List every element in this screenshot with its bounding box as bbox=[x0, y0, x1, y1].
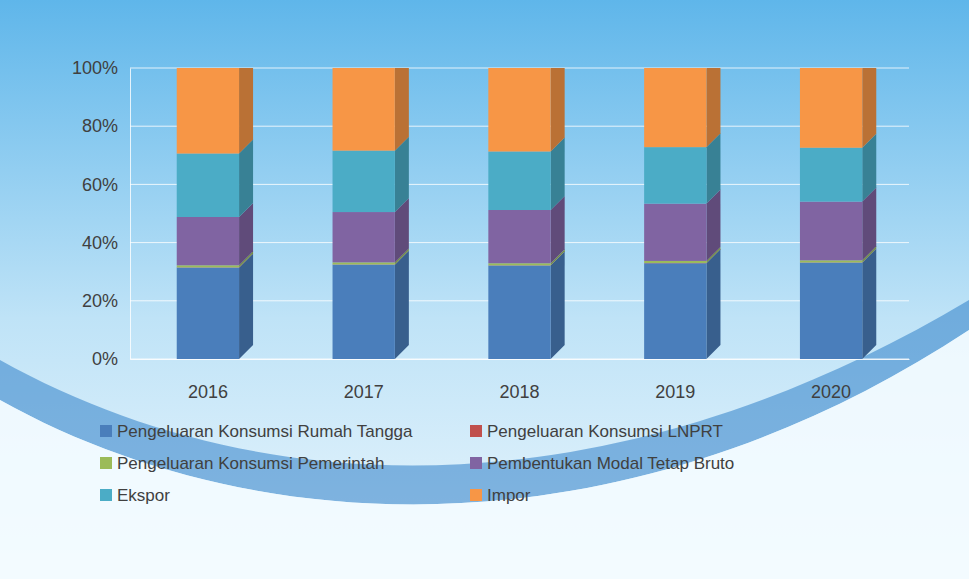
y-tick-label: 0% bbox=[92, 349, 118, 369]
legend-label: Ekspor bbox=[117, 486, 170, 505]
bar-side bbox=[551, 68, 565, 152]
background bbox=[0, 0, 969, 579]
x-tick: 2016 bbox=[188, 359, 228, 402]
bar-side bbox=[706, 249, 720, 359]
y-tick-label: 60% bbox=[82, 175, 118, 195]
bar bbox=[644, 261, 706, 263]
bar-side bbox=[395, 68, 409, 151]
y-axis: 0% 20% 40% 60% 80% 100% bbox=[72, 58, 131, 369]
y-tick: 20% bbox=[82, 291, 130, 311]
bar bbox=[644, 147, 706, 203]
bar bbox=[488, 263, 550, 265]
x-tick: 2020 bbox=[811, 359, 851, 402]
bar bbox=[488, 152, 550, 210]
y-tick-label: 100% bbox=[72, 58, 118, 78]
bar bbox=[644, 263, 706, 359]
legend-swatch bbox=[470, 489, 482, 501]
legend-label: Pengeluaran Konsumsi Rumah Tangga bbox=[117, 422, 413, 441]
x-axis: 2016 2017 2018 2019 2020 bbox=[131, 359, 910, 402]
chart: 0% 20% 40% 60% 80% 100% 2016 2017 2018 2019 2020 Pe… bbox=[0, 0, 969, 579]
y-tick-label: 40% bbox=[82, 233, 118, 253]
legend-item: Impor bbox=[470, 486, 531, 505]
y-tick: 0% bbox=[92, 349, 130, 369]
bar-side bbox=[395, 251, 409, 359]
y-tick: 80% bbox=[82, 116, 130, 136]
bar bbox=[177, 217, 239, 265]
bar-side bbox=[862, 68, 876, 148]
bar bbox=[333, 262, 395, 264]
x-tick-label: 2020 bbox=[811, 382, 851, 402]
bar bbox=[333, 68, 395, 151]
x-tick-label: 2019 bbox=[655, 382, 695, 402]
bar bbox=[177, 154, 239, 217]
bar bbox=[488, 210, 550, 263]
series bbox=[177, 68, 877, 154]
legend-item: Ekspor bbox=[100, 486, 170, 505]
legend-item: Pengeluaran Konsumsi Rumah Tangga bbox=[100, 422, 413, 441]
x-tick-label: 2017 bbox=[344, 382, 384, 402]
bar-side bbox=[239, 68, 253, 154]
legend-item: Pengeluaran Konsumsi Pemerintah bbox=[100, 454, 384, 473]
bar bbox=[177, 68, 239, 154]
y-tick: 40% bbox=[82, 233, 130, 253]
legend-label: Pengeluaran Konsumsi LNPRT bbox=[487, 422, 723, 441]
legend-label: Pengeluaran Konsumsi Pemerintah bbox=[117, 454, 384, 473]
bar bbox=[333, 151, 395, 212]
x-tick: 2019 bbox=[655, 359, 695, 402]
bar bbox=[488, 68, 550, 152]
legend-swatch bbox=[100, 489, 112, 501]
bar bbox=[644, 204, 706, 261]
bar bbox=[488, 266, 550, 359]
bar bbox=[177, 268, 239, 359]
y-tick-label: 20% bbox=[82, 291, 118, 311]
bar bbox=[800, 263, 862, 359]
y-tick: 100% bbox=[72, 58, 130, 78]
plot: 0% 20% 40% 60% 80% 100% 2016 2017 2018 2019 2020 bbox=[72, 54, 910, 402]
bar bbox=[800, 202, 862, 261]
bar bbox=[800, 68, 862, 148]
y-axis-line bbox=[130, 69, 131, 360]
bar bbox=[800, 148, 862, 202]
x-tick-label: 2018 bbox=[499, 382, 539, 402]
x-tick: 2018 bbox=[499, 359, 539, 402]
legend-swatch bbox=[470, 425, 482, 437]
decor-wave bbox=[0, 330, 969, 579]
legend-swatch bbox=[100, 457, 112, 469]
legend-item: Pengeluaran Konsumsi LNPRT bbox=[470, 422, 723, 441]
bar bbox=[644, 68, 706, 147]
bar-side bbox=[239, 254, 253, 359]
legend-label: Impor bbox=[487, 486, 531, 505]
x-axis-line bbox=[131, 359, 910, 360]
y-tick-label: 80% bbox=[82, 116, 118, 136]
legend-swatch bbox=[100, 425, 112, 437]
legend-label: Pembentukan Modal Tetap Bruto bbox=[487, 454, 734, 473]
bar-side bbox=[551, 252, 565, 359]
series bbox=[177, 249, 877, 359]
legend-item: Pembentukan Modal Tetap Bruto bbox=[470, 454, 734, 473]
legend: Pengeluaran Konsumsi Rumah Tangga Pengelu… bbox=[100, 422, 734, 505]
x-tick: 2017 bbox=[344, 359, 384, 402]
x-tick-label: 2016 bbox=[188, 382, 228, 402]
bar bbox=[333, 265, 395, 359]
y-tick: 60% bbox=[82, 175, 130, 195]
bar bbox=[177, 265, 239, 267]
bar bbox=[800, 260, 862, 262]
bar bbox=[333, 212, 395, 262]
legend-swatch bbox=[470, 457, 482, 469]
bars bbox=[177, 68, 877, 359]
bar-side bbox=[706, 68, 720, 147]
bar-side bbox=[862, 249, 876, 359]
